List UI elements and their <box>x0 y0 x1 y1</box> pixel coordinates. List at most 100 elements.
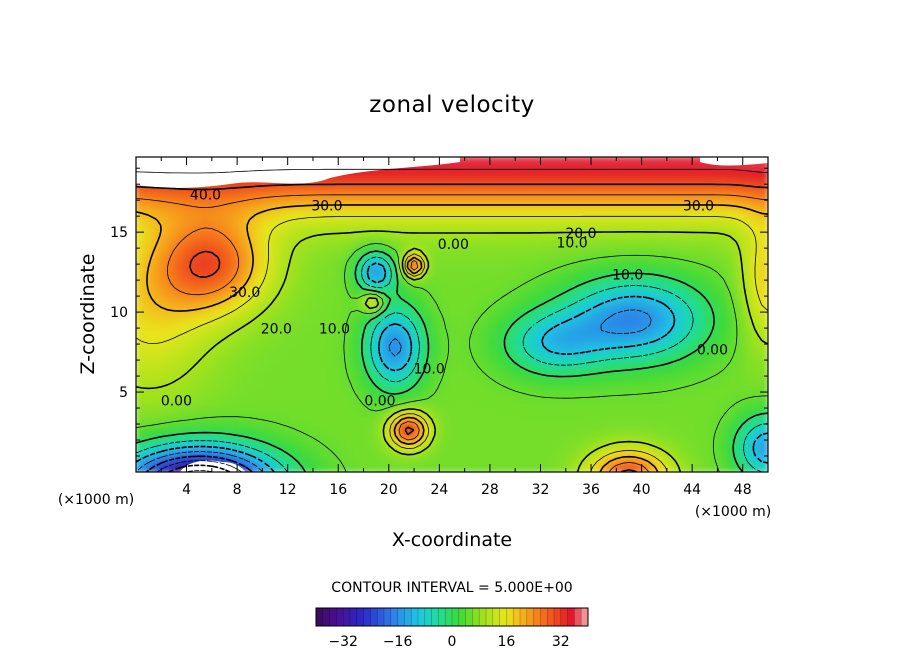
field-cell <box>431 268 441 277</box>
field-cell <box>519 317 529 326</box>
field-cell <box>343 394 353 403</box>
field-cell <box>711 177 721 186</box>
field-cell <box>623 457 633 466</box>
field-cell <box>391 303 401 312</box>
field-cell <box>471 429 481 438</box>
field-cell <box>223 289 233 298</box>
field-cell <box>255 254 265 263</box>
field-cell <box>431 289 441 298</box>
colorbar-tick-label: 0 <box>448 634 457 650</box>
field-cell <box>647 387 657 396</box>
field-cell <box>623 345 633 354</box>
field-cell <box>519 268 529 277</box>
x-tick-label: 40 <box>633 482 651 498</box>
field-cell <box>687 429 697 438</box>
field-cell <box>151 408 161 417</box>
field-cell <box>391 226 401 235</box>
field-cell <box>663 198 673 207</box>
field-cell <box>431 394 441 403</box>
field-cell <box>175 289 185 298</box>
field-cell <box>303 373 313 382</box>
field-cell <box>607 401 617 410</box>
field-cell <box>415 394 425 403</box>
field-cell <box>655 415 665 424</box>
field-cell <box>735 380 745 389</box>
field-cell <box>479 184 489 193</box>
field-cell <box>719 163 729 172</box>
field-cell <box>663 254 673 263</box>
field-cell <box>599 282 609 291</box>
field-cell <box>527 268 537 277</box>
field-cell <box>719 177 729 186</box>
field-cell <box>136 338 145 347</box>
field-cell <box>543 422 553 431</box>
field-cell <box>575 394 585 403</box>
field-cell <box>735 387 745 396</box>
field-cell <box>223 226 233 235</box>
field-cell <box>495 184 505 193</box>
field-cell <box>255 380 265 389</box>
field-cell <box>551 303 561 312</box>
field-cell <box>471 268 481 277</box>
field-cell <box>727 443 737 452</box>
field-cell <box>703 352 713 361</box>
field-cell <box>335 268 345 277</box>
field-cell <box>647 401 657 410</box>
field-cell <box>711 240 721 249</box>
field-cell <box>223 303 233 312</box>
field-cell <box>671 240 681 249</box>
field-cell <box>439 219 449 228</box>
field-cell <box>136 261 145 270</box>
field-cell <box>471 443 481 452</box>
field-cell <box>439 380 449 389</box>
field-cell <box>639 394 649 403</box>
field-cell <box>359 219 369 228</box>
field-cell <box>743 275 753 284</box>
field-cell <box>671 296 681 305</box>
field-cell <box>703 394 713 403</box>
field-cell <box>679 289 689 298</box>
field-cell <box>407 219 417 228</box>
field-cell <box>495 415 505 424</box>
field-cell <box>319 205 329 214</box>
field-cell <box>295 450 305 459</box>
field-cell <box>391 359 401 368</box>
field-cell <box>543 240 553 249</box>
field-cell <box>207 254 217 263</box>
field-cell <box>743 352 753 361</box>
field-cell <box>519 457 529 466</box>
field-cell <box>671 443 681 452</box>
field-cell <box>303 422 313 431</box>
field-cell <box>159 443 169 452</box>
field-cell <box>167 443 177 452</box>
field-cell <box>431 464 441 472</box>
field-cell <box>136 289 145 298</box>
field-cell <box>599 275 609 284</box>
field-cell <box>295 317 305 326</box>
field-cell <box>591 408 601 417</box>
field-cell <box>543 415 553 424</box>
field-cell <box>519 394 529 403</box>
field-cell <box>647 380 657 389</box>
field-cell <box>495 157 505 165</box>
offscale-top-left <box>136 157 460 188</box>
field-cell <box>159 310 169 319</box>
field-cell <box>431 429 441 438</box>
field-cell <box>743 401 753 410</box>
field-cell <box>143 233 153 242</box>
field-cell <box>463 408 473 417</box>
field-cell <box>679 366 689 375</box>
field-cell <box>343 303 353 312</box>
field-cell <box>447 240 457 249</box>
plot-frame <box>135 156 769 473</box>
field-cell <box>263 394 273 403</box>
field-cell <box>367 450 377 459</box>
field-cell <box>583 352 593 361</box>
field-cell <box>631 380 641 389</box>
field-cell <box>487 233 497 242</box>
field-cell <box>511 380 521 389</box>
colorbar-swatch <box>472 608 480 626</box>
field-cell <box>535 254 545 263</box>
field-cell <box>439 331 449 340</box>
field-cell <box>511 247 521 256</box>
